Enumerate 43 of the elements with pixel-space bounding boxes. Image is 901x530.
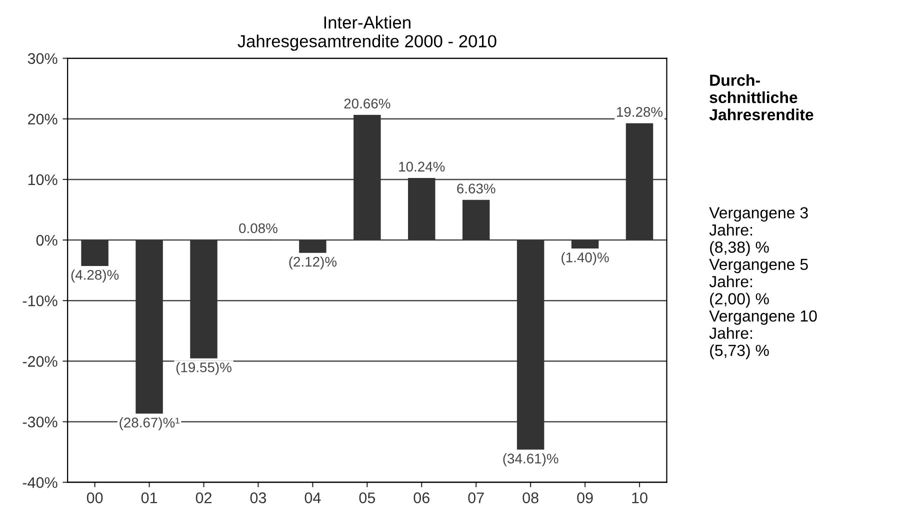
text: Durch- schnittliche Jahresrendite bbox=[709, 74, 814, 120]
x-tick-label: 07 bbox=[468, 492, 484, 504]
bar bbox=[299, 240, 326, 253]
data-label: 0.08% bbox=[239, 223, 278, 234]
bar bbox=[81, 240, 108, 266]
bar bbox=[462, 200, 490, 240]
data-label: (19.55)% bbox=[176, 362, 232, 376]
y-tick-label: -10% bbox=[22, 295, 58, 306]
data-label: (1.40)% bbox=[562, 252, 609, 266]
x-tick-label: 08 bbox=[522, 492, 538, 504]
x-tick-label: 06 bbox=[414, 492, 430, 504]
x-tick-label: 03 bbox=[250, 492, 266, 504]
bar bbox=[190, 240, 218, 358]
y-tick-label: -40% bbox=[22, 477, 58, 488]
data-label: 19.28% bbox=[617, 107, 663, 117]
x-tick-label: 05 bbox=[359, 492, 376, 504]
x-tick-label: 09 bbox=[577, 492, 593, 504]
bar bbox=[571, 240, 599, 248]
bar bbox=[136, 240, 163, 414]
bar bbox=[626, 123, 654, 240]
x-tick-label: 04 bbox=[304, 492, 321, 504]
data-label: 20.66% bbox=[344, 98, 390, 108]
x-tick-label: 02 bbox=[196, 492, 212, 504]
data-label: (34.61)% bbox=[503, 453, 558, 466]
y-tick-label: 10% bbox=[28, 174, 58, 186]
chart-title: Inter-Aktien Jahresgesamtrendite 2000 - 2010 bbox=[238, 16, 496, 51]
x-tick-label: 10 bbox=[632, 492, 648, 504]
data-label: (4.28)% bbox=[71, 270, 119, 283]
y-tick-label: -30% bbox=[22, 416, 58, 428]
data-label: 10.24% bbox=[399, 162, 445, 172]
bar bbox=[354, 114, 381, 240]
data-label: 6.63% bbox=[457, 184, 496, 194]
y-tick-label: -20% bbox=[22, 356, 58, 367]
y-tick-label: 20% bbox=[28, 114, 58, 125]
x-tick-label: 00 bbox=[86, 492, 103, 504]
data-label: (2.12)% bbox=[289, 256, 337, 270]
y-tick-label: 0% bbox=[36, 234, 58, 246]
data-label: (28.67)%¹ bbox=[120, 417, 180, 430]
bar bbox=[516, 240, 544, 450]
x-tick-label: 01 bbox=[141, 492, 158, 504]
bar bbox=[408, 178, 436, 240]
text: Vergangene 3 Jahre: (8,38) % Vergangene 5 Jahre: (2,00) % Vergangene 10 Jahre: (5,73) % bbox=[709, 207, 817, 360]
y-tick-label: 30% bbox=[28, 53, 58, 64]
